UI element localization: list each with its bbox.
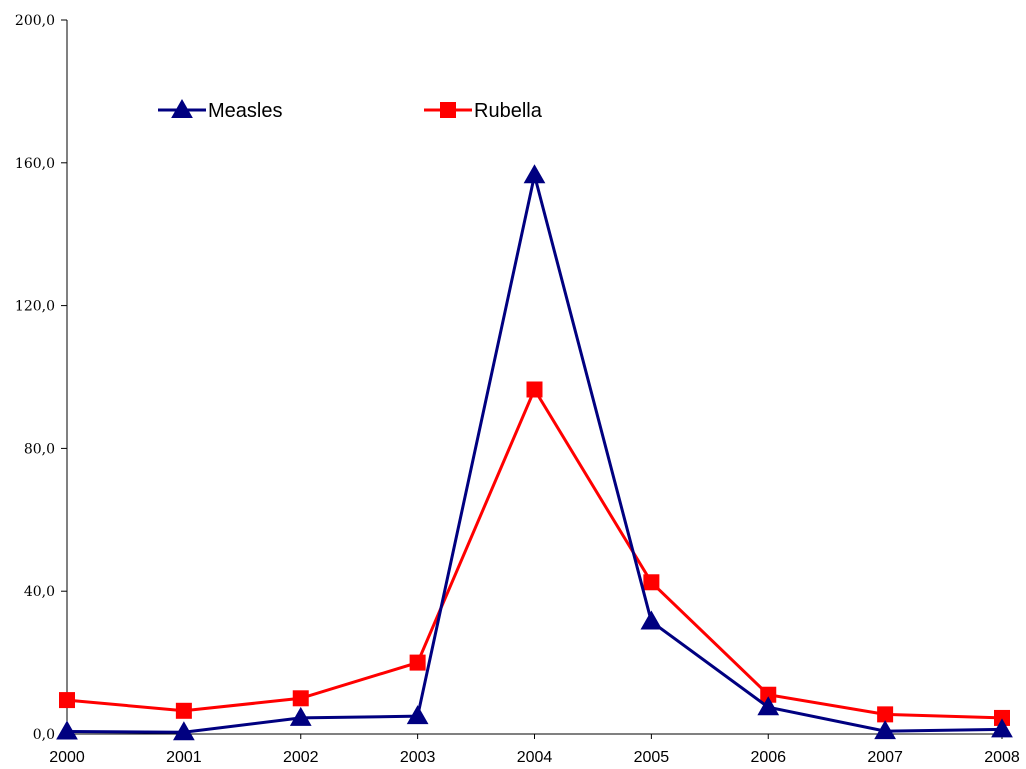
rubella-point xyxy=(526,381,543,398)
measles-point xyxy=(757,696,780,716)
rubella-point xyxy=(994,709,1010,726)
y-tick-label: 120,0 xyxy=(15,299,55,315)
y-tick-label: 160,0 xyxy=(15,156,55,172)
x-tick-label: 2004 xyxy=(517,749,553,766)
rubella-point xyxy=(760,686,777,703)
measles-point xyxy=(406,705,429,725)
legend-label: Rubella xyxy=(474,100,543,122)
x-tick-label: 2002 xyxy=(283,749,319,766)
rubella-point xyxy=(409,654,426,671)
measles-point xyxy=(289,706,312,726)
y-ticks: 0,0 40,0 80,0 120,0 160,0 200,0 xyxy=(15,13,67,743)
legend-item-rubella: Rubella xyxy=(424,100,543,122)
measles-point xyxy=(640,610,663,630)
rubella-point xyxy=(292,690,309,707)
measles-point xyxy=(991,718,1013,738)
x-tick-label: 2007 xyxy=(867,749,903,766)
x-ticks: 2000 2001 2002 2003 2004 2005 2006 2007 2008 xyxy=(49,734,1020,766)
x-tick-label: 2006 xyxy=(750,749,786,766)
rubella-line xyxy=(66,386,1003,720)
y-tick-label: 200,0 xyxy=(15,13,55,29)
rubella-point xyxy=(643,574,660,591)
rubella-point xyxy=(59,692,75,709)
measles-series xyxy=(56,164,1013,741)
legend-item-measles: Measles xyxy=(158,98,282,122)
measles-point xyxy=(56,720,78,740)
x-tick-label: 2005 xyxy=(634,749,670,766)
measles-line xyxy=(66,174,1003,734)
axes xyxy=(66,20,1002,735)
y-tick-label: 0,0 xyxy=(33,727,55,743)
series-layer xyxy=(56,164,1013,741)
legend: Measles Rubella xyxy=(158,98,543,122)
x-tick-label: 2003 xyxy=(400,749,436,766)
measles-point xyxy=(173,721,195,741)
y-tick-label: 80,0 xyxy=(24,441,55,457)
legend-marker xyxy=(440,102,456,118)
legend-label: Measles xyxy=(208,100,282,122)
y-tick-label: 40,0 xyxy=(24,584,55,600)
measles-point xyxy=(874,720,896,740)
rubella-point xyxy=(877,706,894,723)
rubella-point xyxy=(175,702,192,719)
x-tick-label: 2000 xyxy=(49,749,85,766)
x-tick-label: 2008 xyxy=(984,749,1020,766)
x-tick-label: 2001 xyxy=(166,749,202,766)
legend-marker xyxy=(171,98,193,118)
rubella-series xyxy=(59,381,1010,726)
measles-point xyxy=(523,164,546,184)
